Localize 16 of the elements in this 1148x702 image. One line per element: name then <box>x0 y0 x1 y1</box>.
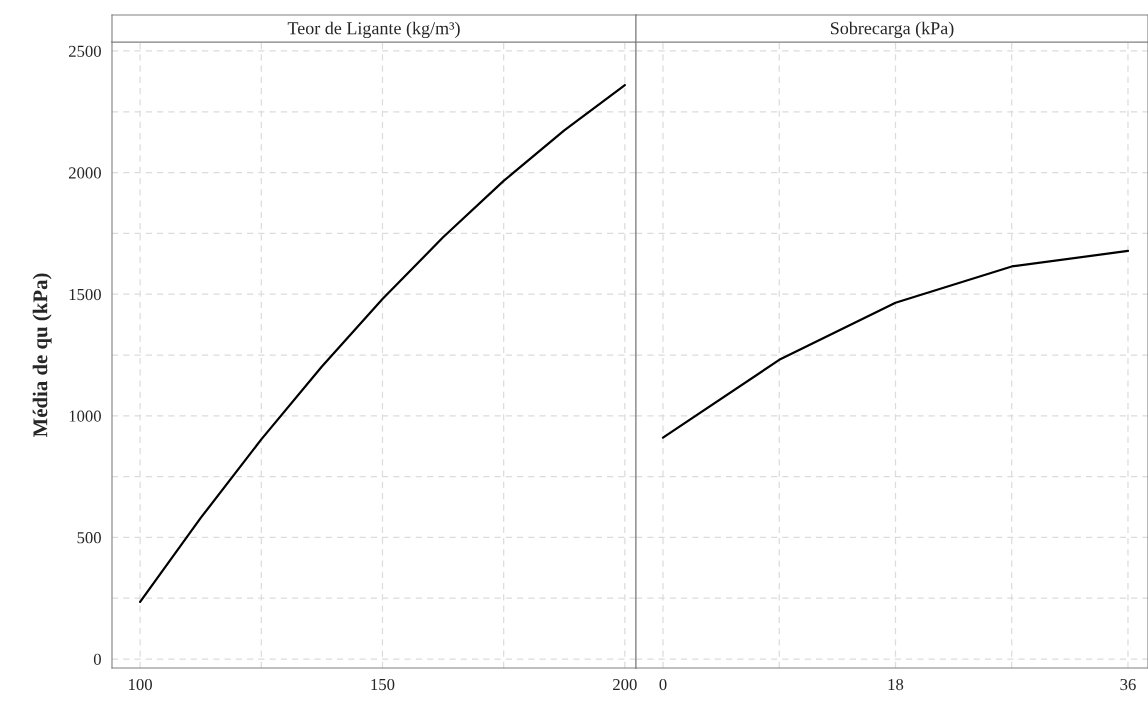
y-tick-label: 1500 <box>69 288 101 301</box>
x-tick-label: 150 <box>371 678 395 691</box>
y-tick-label: 0 <box>93 653 101 665</box>
x-tick-label: 36 <box>1120 678 1136 691</box>
x-tick-label: 18 <box>888 678 904 691</box>
x-tick-label: 100 <box>129 678 152 691</box>
chart-title: Teor de Ligante (kg/m³) <box>287 21 460 39</box>
x-tick-label: 200 <box>613 678 637 691</box>
y-axis-title: Média de qu (kPa) <box>32 273 52 438</box>
line-series <box>139 83 626 603</box>
y-tick-label: 2500 <box>68 45 101 57</box>
x-tick-label: 0 <box>659 678 667 691</box>
y-tick-label: 500 <box>77 532 101 544</box>
y-tick-label: 2000 <box>68 167 101 179</box>
y-tick-label: 1000 <box>69 410 101 422</box>
chart-title: Sobrecarga (kPa) <box>830 21 954 39</box>
